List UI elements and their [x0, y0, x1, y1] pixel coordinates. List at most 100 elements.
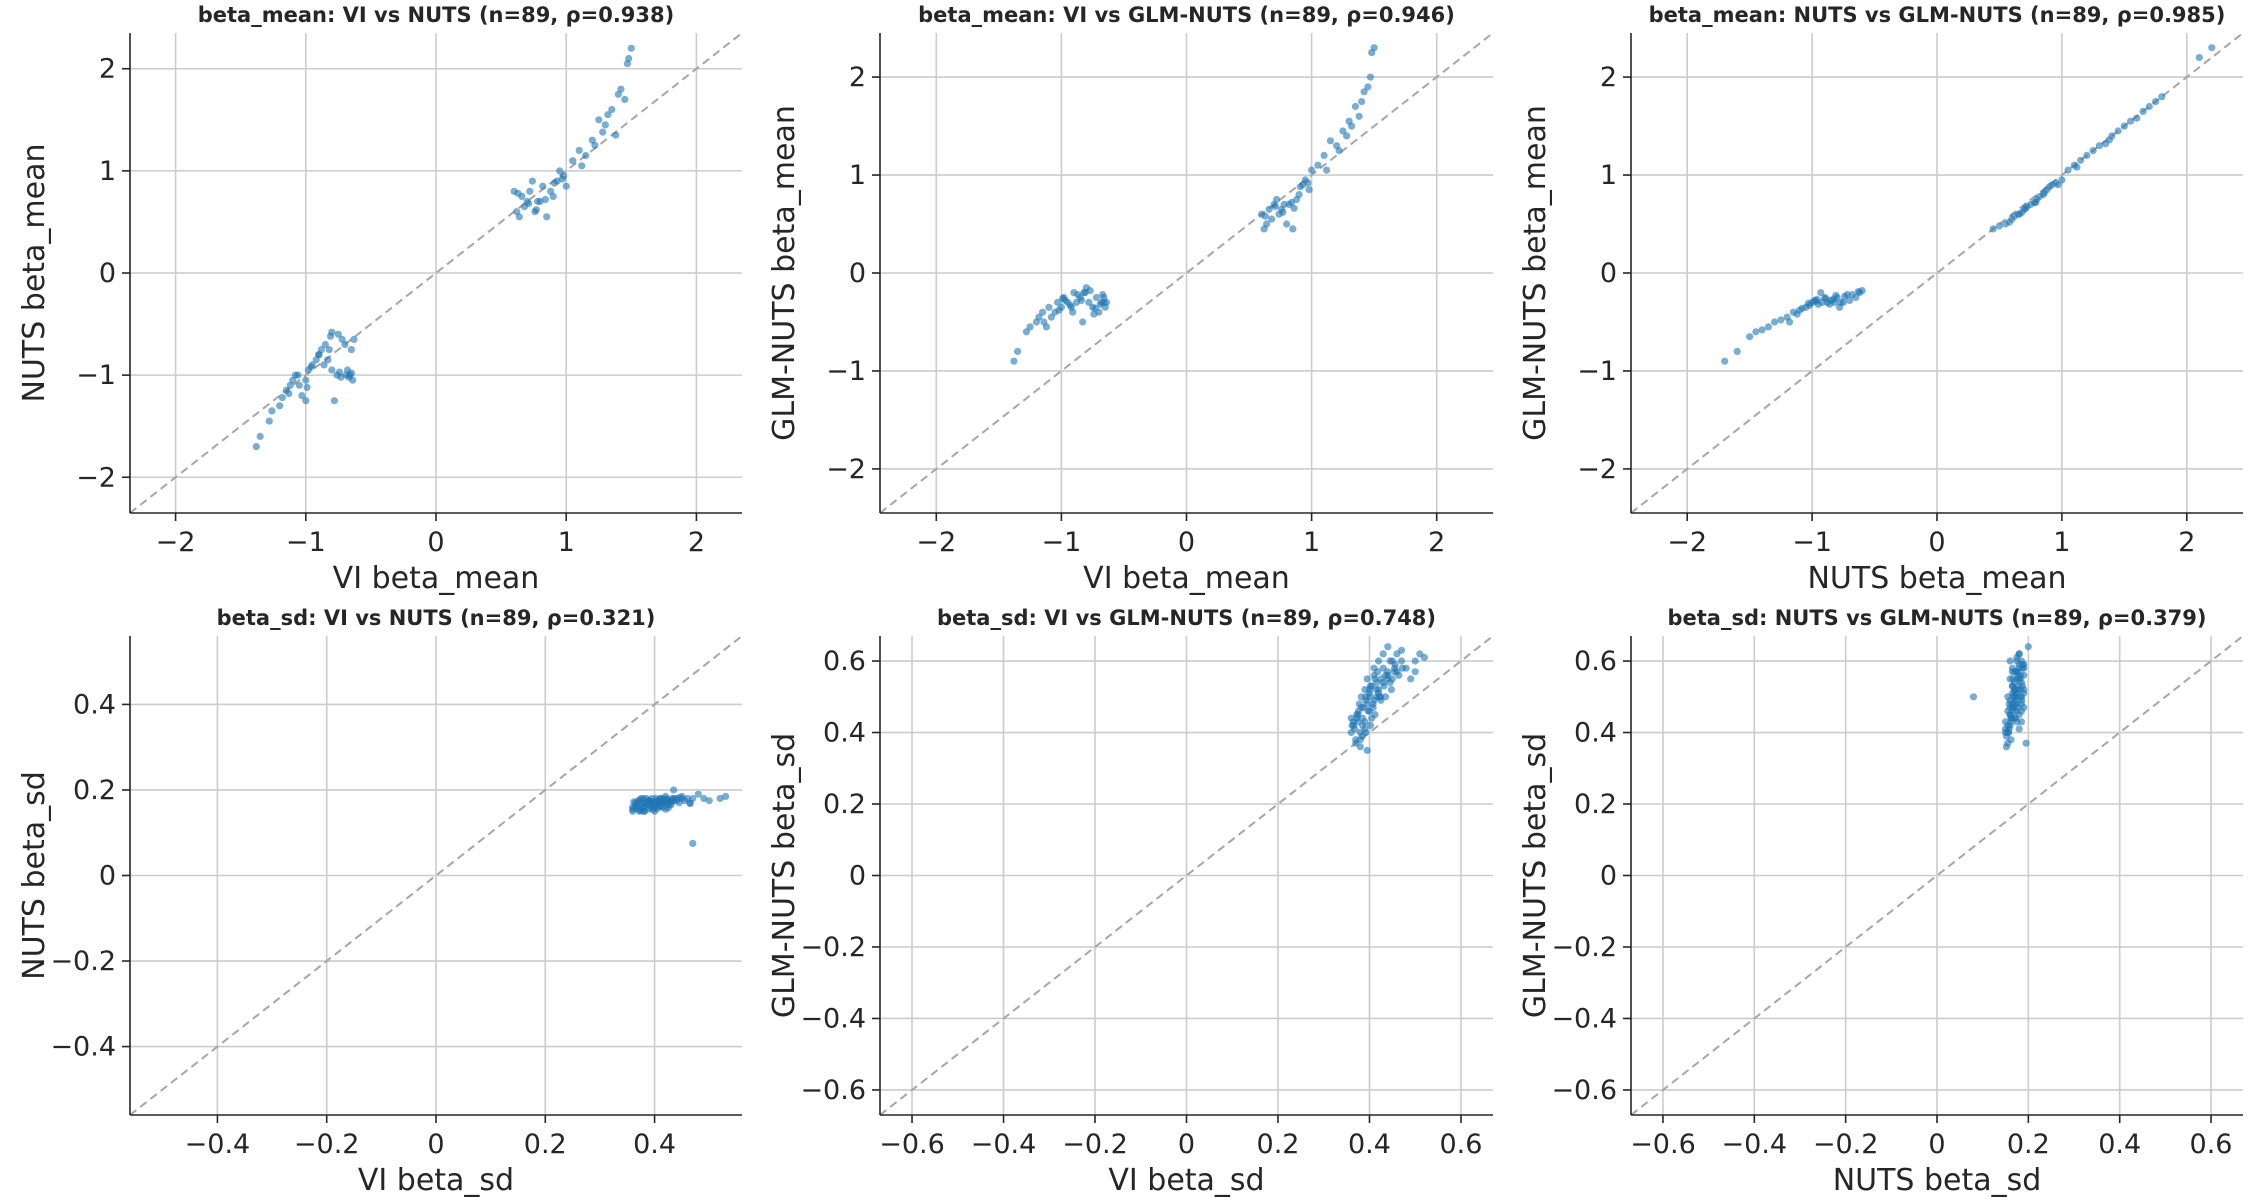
y-tick-label: 0.6 — [1574, 646, 1617, 677]
x-tick-label: 0 — [1928, 1129, 1945, 1160]
data-point — [1758, 326, 1766, 334]
x-tick-label: −0.4 — [971, 1129, 1037, 1160]
y-tick-label: −0.4 — [50, 1032, 116, 1063]
data-point — [328, 328, 336, 336]
scatter-panel-5: −0.6 −0.4 −0.2 0 0.2 0.4 0.6 −0.6 −0.4 −0.2 0 0.2 0.… — [767, 606, 1494, 1198]
data-point — [621, 95, 629, 103]
scatter-panel-6: −0.6 −0.4 −0.2 0 0.2 0.4 0.6 −0.6 −0.4 −0.2 0 0.2 0.… — [1518, 606, 2244, 1198]
data-point — [2008, 668, 2016, 676]
data-point — [2002, 743, 2010, 751]
data-point — [256, 432, 264, 440]
data-point — [591, 141, 599, 149]
data-point — [694, 790, 702, 798]
data-point — [341, 340, 349, 349]
data-point — [1356, 736, 1364, 744]
data-point — [1290, 204, 1298, 212]
data-point — [556, 167, 564, 175]
x-tick-label: 0.4 — [2098, 1129, 2141, 1160]
data-point — [1339, 127, 1347, 135]
data-point — [2022, 204, 2030, 212]
y-tick-label: 0.6 — [823, 646, 866, 677]
data-point — [1370, 696, 1378, 704]
data-point — [2018, 696, 2026, 704]
data-point — [1355, 112, 1363, 120]
data-point — [2054, 181, 2062, 189]
data-point — [1314, 161, 1322, 169]
data-point — [550, 179, 559, 187]
data-point — [558, 175, 566, 183]
x-tick-label: 0.6 — [2190, 1129, 2233, 1160]
y-tick-label: 2 — [1600, 62, 1617, 93]
data-point — [1832, 291, 1840, 300]
data-point — [336, 368, 344, 376]
x-tick-label: −1 — [1792, 527, 1832, 558]
data-point — [1279, 208, 1287, 216]
data-point — [633, 801, 641, 810]
data-point — [1370, 44, 1378, 52]
data-point — [302, 397, 310, 405]
data-point — [2004, 728, 2012, 737]
data-point — [604, 111, 612, 119]
y-tick-label: 0.4 — [823, 718, 866, 749]
data-point — [1039, 308, 1047, 316]
data-point — [1793, 310, 1801, 318]
data-point — [1323, 166, 1331, 174]
y-tick-label: 1 — [849, 160, 866, 191]
data-point — [532, 206, 540, 214]
data-point — [1022, 328, 1030, 336]
x-axis-label: VI beta_sd — [1108, 1163, 1264, 1198]
data-point — [1326, 137, 1334, 145]
data-point — [1375, 693, 1384, 701]
data-point — [1320, 151, 1328, 159]
panel-title: beta_sd: NUTS vs GLM-NUTS (n=89, ρ=0.379… — [1667, 606, 2206, 630]
data-point — [1363, 700, 1371, 708]
data-point — [617, 85, 625, 93]
data-point — [1074, 291, 1082, 299]
data-point — [2152, 98, 2160, 106]
data-point — [663, 795, 671, 804]
x-tick-label: 1 — [558, 527, 575, 558]
data-point — [1054, 298, 1062, 306]
data-point — [612, 131, 620, 139]
data-point — [1387, 686, 1395, 694]
x-tick-label: 0 — [1178, 527, 1195, 558]
data-point — [330, 397, 338, 405]
y-tick-label: 0 — [849, 258, 866, 289]
data-point — [276, 402, 284, 410]
data-point — [2004, 693, 2012, 701]
data-point — [2015, 675, 2023, 683]
data-point — [1398, 664, 1406, 672]
data-point — [1265, 205, 1273, 213]
data-point — [1066, 301, 1074, 309]
data-point — [2012, 707, 2021, 715]
data-point — [722, 792, 730, 801]
data-point — [268, 407, 276, 415]
y-tick-label: 0 — [99, 861, 116, 892]
data-point — [1081, 289, 1089, 297]
data-point — [1288, 198, 1296, 207]
data-point — [514, 189, 522, 197]
data-point — [328, 366, 336, 374]
data-point — [2015, 725, 2023, 733]
data-point — [2008, 682, 2016, 690]
data-point — [2011, 689, 2019, 697]
data-point — [1353, 714, 1361, 722]
x-tick-label: −1 — [1041, 527, 1081, 558]
data-point — [1100, 298, 1108, 306]
data-point — [1055, 306, 1063, 314]
data-point — [686, 800, 694, 808]
y-tick-label: −0.4 — [800, 1003, 866, 1034]
data-point — [1407, 675, 1415, 683]
data-point — [2105, 136, 2113, 144]
data-point — [1273, 195, 1281, 204]
data-point — [675, 794, 683, 802]
data-point — [294, 371, 302, 379]
x-axis-label: NUTS beta_sd — [1833, 1163, 2042, 1198]
data-point — [1384, 675, 1392, 683]
data-point — [2158, 93, 2166, 101]
data-point — [1091, 304, 1099, 312]
data-point — [1826, 300, 1834, 308]
data-point — [549, 192, 557, 200]
data-point — [716, 794, 724, 803]
data-point — [1416, 650, 1424, 658]
